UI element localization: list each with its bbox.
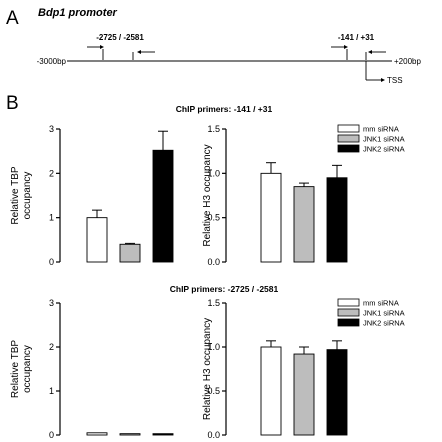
bar-2 [293, 186, 315, 263]
y-tick-label: 1.5 [207, 298, 220, 308]
y-tick-label: 1 [49, 386, 54, 396]
bar-2 [119, 243, 141, 263]
legend-label-3: JNK2 siRNA [363, 145, 405, 154]
y-axis-label-line: occupancy [22, 172, 33, 220]
y-axis-label: Relative TBPoccupancy [10, 340, 33, 399]
y-tick-label: 0.0 [207, 430, 220, 440]
bar-1 [86, 217, 108, 263]
y-tick-label: 0 [49, 430, 54, 440]
legend-swatch-1 [337, 124, 360, 133]
chart-3: 0 1 2 3 Relative TBPoccupancy [10, 298, 174, 440]
chart-2: 0.0 0.5 1.0 1.5 Relative H3 occupancy mm siRN… [202, 124, 405, 267]
legend-swatch-2 [337, 308, 360, 317]
y-axis-label-line: Relative H3 occupancy [202, 318, 213, 420]
tss-label: TSS [387, 76, 403, 85]
section-title-2: ChIP primers: -2725 / -2581 [170, 284, 279, 294]
bar-1 [260, 346, 282, 436]
primer-pair-2-arrows [331, 45, 386, 60]
legend-swatch-3 [337, 144, 360, 153]
y-tick-label: 1.0 [207, 342, 220, 352]
y-tick-label: 0.0 [207, 257, 220, 267]
y-tick-label: 0 [49, 257, 54, 267]
legend-swatch-3 [337, 318, 360, 327]
bar-1 [86, 432, 108, 436]
y-tick-label: 0.5 [207, 213, 220, 223]
legend-label-2: JNK1 siRNA [363, 135, 405, 144]
chart-4: 0.0 0.5 1.0 1.5 Relative H3 occupancy mm siRN… [202, 298, 405, 440]
y-tick-label: 1 [49, 213, 54, 223]
y-axis-label: Relative H3 occupancy [202, 318, 213, 420]
primer-pair-1-arrows [87, 45, 155, 60]
chart-1: 0 1 2 3 Relative TBPoccupancy [10, 124, 174, 267]
legend-label-1: mm siRNA [363, 125, 399, 134]
bar-2 [119, 433, 141, 436]
y-axis-label: Relative TBPoccupancy [10, 166, 33, 225]
primer-pair-2-label: -141 / +31 [338, 33, 375, 42]
y-tick-label: 2 [49, 168, 54, 178]
y-axis-label-line: occupancy [22, 345, 33, 393]
bar-3 [326, 177, 348, 263]
bar-3 [152, 149, 174, 263]
y-axis-label-line: Relative TBP [10, 340, 21, 399]
legend-swatch-2 [337, 134, 360, 143]
bar-3 [326, 349, 348, 436]
y-axis-label-line: Relative TBP [10, 166, 21, 225]
promoter-title: Bdp1 promoter [38, 7, 118, 19]
legend-swatch-1 [337, 298, 360, 307]
legend-label-1: mm siRNA [363, 299, 399, 308]
y-tick-label: 1.5 [207, 124, 220, 134]
panel-b-letter: B [6, 93, 19, 114]
bar-2 [293, 353, 315, 436]
legend-label-2: JNK1 siRNA [363, 309, 405, 318]
bar-3 [152, 433, 174, 436]
section-title-1: ChIP primers: -141 / +31 [176, 104, 273, 114]
promoter-left-end: -3000bp [37, 57, 67, 66]
promoter-right-end: +200bp [394, 57, 421, 66]
primer-pair-1-label: -2725 / -2581 [96, 33, 144, 42]
y-tick-label: 2 [49, 342, 54, 352]
y-tick-label: 3 [49, 298, 54, 308]
tss-arrow [365, 61, 385, 82]
y-tick-label: 3 [49, 124, 54, 134]
legend-label-3: JNK2 siRNA [363, 319, 405, 328]
y-axis-label: Relative H3 occupancy [202, 144, 213, 246]
bar-1 [260, 172, 282, 263]
y-axis-label-line: Relative H3 occupancy [202, 144, 213, 246]
y-tick-label: 1.0 [207, 168, 220, 178]
y-tick-label: 0.5 [207, 386, 220, 396]
panel-a-letter: A [6, 8, 19, 29]
